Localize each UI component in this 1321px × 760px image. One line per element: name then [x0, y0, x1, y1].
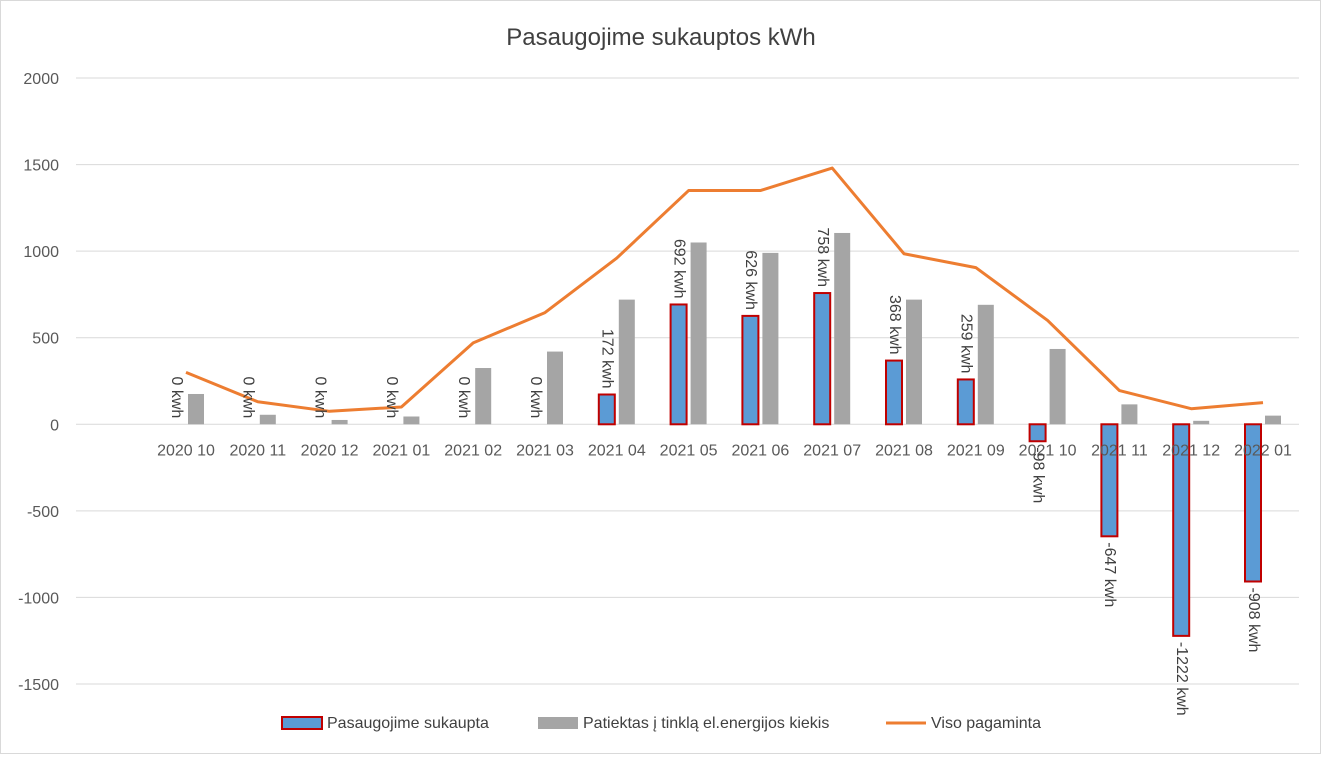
x-axis-ticks: 2020 10 2020 11 2020 12 2021 01 2021 02 2021 …	[157, 442, 1292, 459]
bar-stored	[814, 293, 830, 424]
data-label-stored: 0 kwh	[527, 376, 544, 418]
data-label-stored: 0 kwh	[455, 376, 472, 418]
x-tick-label: 2021 10	[1019, 442, 1077, 459]
bar-stored	[1030, 424, 1046, 441]
legend-label-grid: Patiektas į tinklą el.energijos kiekis	[583, 715, 829, 732]
data-label-stored: -908 kwh	[1245, 587, 1262, 652]
y-tick-label: -1500	[18, 677, 59, 694]
y-axis-ticks: 2000 1500 1000 500 0 -500 -1000 -1500	[18, 71, 59, 694]
bar-grid-supplied	[475, 368, 491, 424]
y-tick-label: -1000	[18, 590, 59, 607]
data-label-stored: 172 kwh	[599, 329, 616, 389]
bar-grid-supplied	[906, 300, 922, 425]
data-label-stored: 0 kwh	[311, 376, 328, 418]
x-tick-label: 2021 01	[372, 442, 430, 459]
bar-grid-supplied	[188, 394, 204, 424]
bar-grid-supplied	[1121, 404, 1137, 424]
data-label-stored: -647 kwh	[1101, 542, 1118, 607]
x-tick-label: 2021 06	[731, 442, 789, 459]
chart-title: Pasaugojime sukauptos kWh	[506, 24, 816, 51]
y-tick-label: 500	[32, 331, 59, 348]
data-label-stored: -98 kwh	[1029, 447, 1046, 503]
x-tick-label: 2021 12	[1162, 442, 1220, 459]
legend-swatch-stored	[282, 717, 322, 729]
data-label-stored: 259 kwh	[958, 314, 975, 374]
line-series	[186, 168, 1263, 411]
y-tick-label: 2000	[23, 71, 59, 88]
legend-swatch-grid	[538, 717, 578, 729]
x-tick-label: 2021 04	[588, 442, 646, 459]
bar-grid-supplied	[1050, 349, 1066, 424]
x-tick-label: 2020 11	[229, 442, 286, 459]
data-label-stored: 368 kwh	[886, 295, 903, 355]
bar-grid-supplied	[762, 253, 778, 424]
x-tick-label: 2021 11	[1091, 442, 1148, 459]
legend: Pasaugojime sukaupta Patiektas į tinklą …	[282, 715, 1041, 732]
y-tick-label: 1500	[23, 158, 59, 175]
bar-grid-supplied	[619, 300, 635, 425]
bar-grid-supplied	[547, 352, 563, 425]
bar-stored	[742, 316, 758, 424]
bar-grid-supplied	[260, 415, 276, 425]
bar-grid-supplied	[834, 233, 850, 424]
bar-grid-supplied	[691, 242, 707, 424]
data-label-stored: 692 kwh	[670, 239, 687, 299]
x-tick-label: 2021 08	[875, 442, 933, 459]
data-label-stored: -1222 kwh	[1173, 642, 1190, 716]
bar-grid-supplied	[332, 420, 348, 424]
bar-stored	[599, 395, 615, 425]
bar-grid-supplied	[1193, 421, 1209, 424]
y-tick-label: 0	[50, 417, 59, 434]
x-tick-label: 2021 07	[803, 442, 861, 459]
data-labels: 0 kwh 0 kwh 0 kwh 0 kwh 0 kwh 0 kwh 172 kwh 692…	[168, 227, 1262, 715]
data-label-stored: 0 kwh	[383, 376, 400, 418]
x-tick-label: 2021 03	[516, 442, 574, 459]
data-label-stored: 626 kwh	[742, 250, 759, 310]
legend-label-total: Viso pagaminta	[931, 715, 1041, 732]
x-tick-label: 2021 02	[444, 442, 502, 459]
bar-grid-supplied	[403, 416, 419, 424]
x-tick-label: 2021 05	[660, 442, 718, 459]
x-tick-label: 2020 12	[301, 442, 359, 459]
x-tick-label: 2022 01	[1234, 442, 1292, 459]
data-label-stored: 0 kwh	[240, 376, 257, 418]
bar-grid-supplied	[978, 305, 994, 424]
y-tick-label: 1000	[23, 244, 59, 261]
y-tick-label: -500	[27, 504, 59, 521]
bar-grid-supplied	[1265, 416, 1281, 425]
bar-stored	[886, 361, 902, 425]
legend-label-stored: Pasaugojime sukaupta	[327, 715, 489, 732]
data-label-stored: 0 kwh	[168, 376, 185, 418]
x-tick-label: 2021 09	[947, 442, 1005, 459]
data-label-stored: 758 kwh	[814, 227, 831, 287]
x-tick-label: 2020 10	[157, 442, 215, 459]
bar-stored	[1101, 424, 1117, 536]
line-total-produced	[186, 168, 1263, 411]
bar-stored	[958, 379, 974, 424]
bar-stored	[671, 304, 687, 424]
